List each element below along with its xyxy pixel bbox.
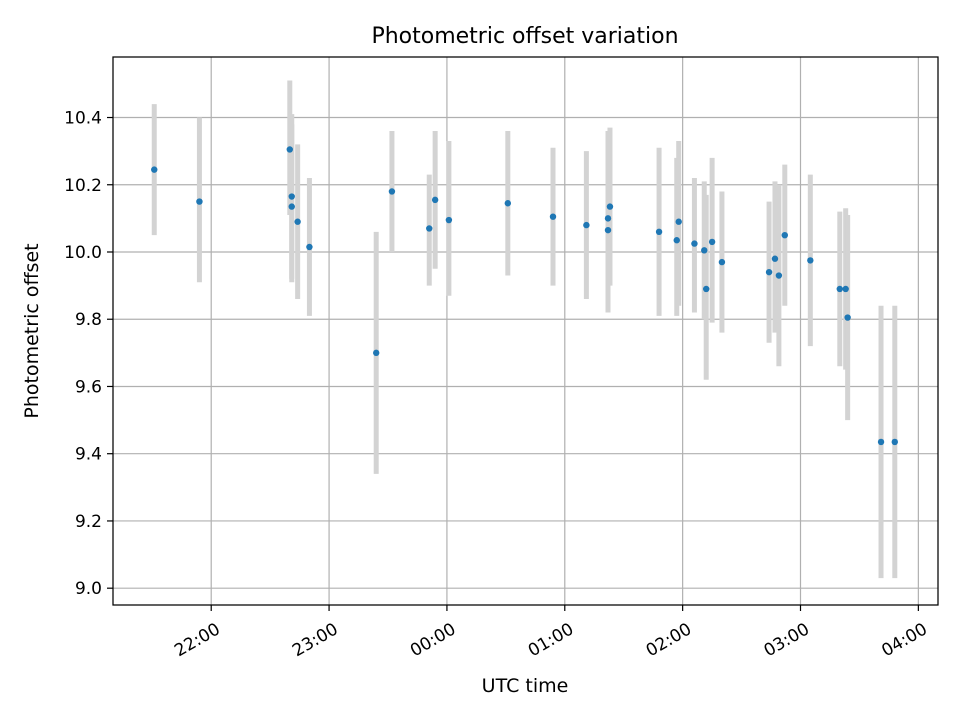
data-point xyxy=(655,228,663,236)
data-point xyxy=(891,438,898,446)
data-point xyxy=(807,257,814,264)
data-point xyxy=(504,200,512,207)
data-point xyxy=(196,198,203,205)
y-tick-label: 10.2 xyxy=(64,176,102,196)
data-point xyxy=(877,438,885,446)
data-point xyxy=(606,203,614,210)
data-point xyxy=(701,247,708,254)
data-point xyxy=(673,237,680,244)
data-point xyxy=(675,218,682,225)
data-point xyxy=(583,221,590,229)
data-point xyxy=(445,216,453,224)
y-tick-label: 9.2 xyxy=(75,512,102,532)
data-point xyxy=(775,272,783,279)
data-point xyxy=(286,146,293,153)
y-tick-label: 9.0 xyxy=(75,579,102,599)
data-point xyxy=(844,314,851,321)
data-point xyxy=(718,258,726,266)
data-point xyxy=(288,193,295,200)
data-point xyxy=(836,285,843,293)
y-tick-label: 10.0 xyxy=(64,243,102,263)
y-tick-label: 9.8 xyxy=(75,310,102,330)
data-point xyxy=(373,349,380,357)
data-point xyxy=(604,226,612,234)
y-tick-label: 9.4 xyxy=(75,445,102,465)
data-point xyxy=(765,268,773,276)
y-axis-ticks: 9.0 9.2 9.4 9.6 9.8 10.0 10.2 10.4 xyxy=(64,109,113,599)
data-point xyxy=(151,166,158,173)
data-point xyxy=(431,196,439,204)
data-point xyxy=(703,285,710,293)
y-tick-label: 9.6 xyxy=(75,377,102,397)
data-point xyxy=(306,243,313,251)
data-point xyxy=(388,188,396,195)
grid-lines xyxy=(113,57,938,605)
data-point xyxy=(842,285,849,293)
y-axis-label: Photometric offset xyxy=(21,243,43,418)
y-tick-label: 10.4 xyxy=(64,109,102,129)
data-point xyxy=(708,238,716,246)
data-point xyxy=(288,203,295,210)
data-point xyxy=(691,240,698,247)
data-points xyxy=(151,146,898,446)
chart-title: Photometric offset variation xyxy=(371,24,678,49)
data-point xyxy=(771,255,779,262)
axes-frame xyxy=(112,56,939,606)
data-point xyxy=(781,231,788,239)
data-point xyxy=(604,215,612,222)
data-point xyxy=(426,225,433,232)
data-point xyxy=(294,218,301,225)
data-point xyxy=(549,213,557,220)
x-axis-label: UTC time xyxy=(482,675,569,697)
